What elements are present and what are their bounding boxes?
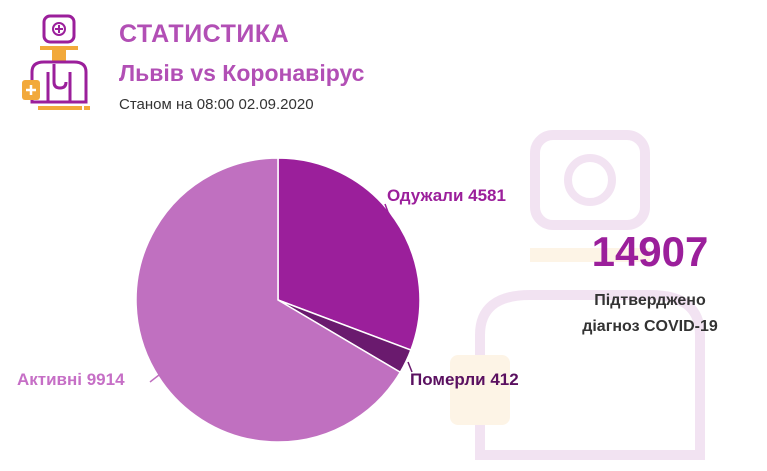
label-died: Померли 412 xyxy=(410,370,519,389)
total-caption-line2: діагноз COVID-19 xyxy=(582,318,718,335)
leader-line-recovered xyxy=(384,203,399,229)
page-title: СТАТИСТИКА xyxy=(119,20,290,48)
total-caption-line1: Підтверджено xyxy=(594,292,706,309)
doctor-icon xyxy=(22,14,90,110)
total-count: 14907 xyxy=(591,228,709,275)
total-caption: Підтверджено діагноз COVID-19 xyxy=(548,288,752,340)
page-subtitle: Львів vs Коронавірус xyxy=(119,60,365,86)
pie-slice-active xyxy=(135,157,402,443)
pie-slice-recovered xyxy=(277,157,421,351)
label-recovered: Одужали 4581 xyxy=(387,186,506,205)
doctor-watermark-icon xyxy=(450,130,705,460)
date-stamp: Станом на 08:00 02.09.2020 xyxy=(119,96,314,113)
leader-line-died xyxy=(407,361,413,373)
label-active: Активні 9914 xyxy=(17,370,125,389)
leader-line-active xyxy=(149,367,169,383)
